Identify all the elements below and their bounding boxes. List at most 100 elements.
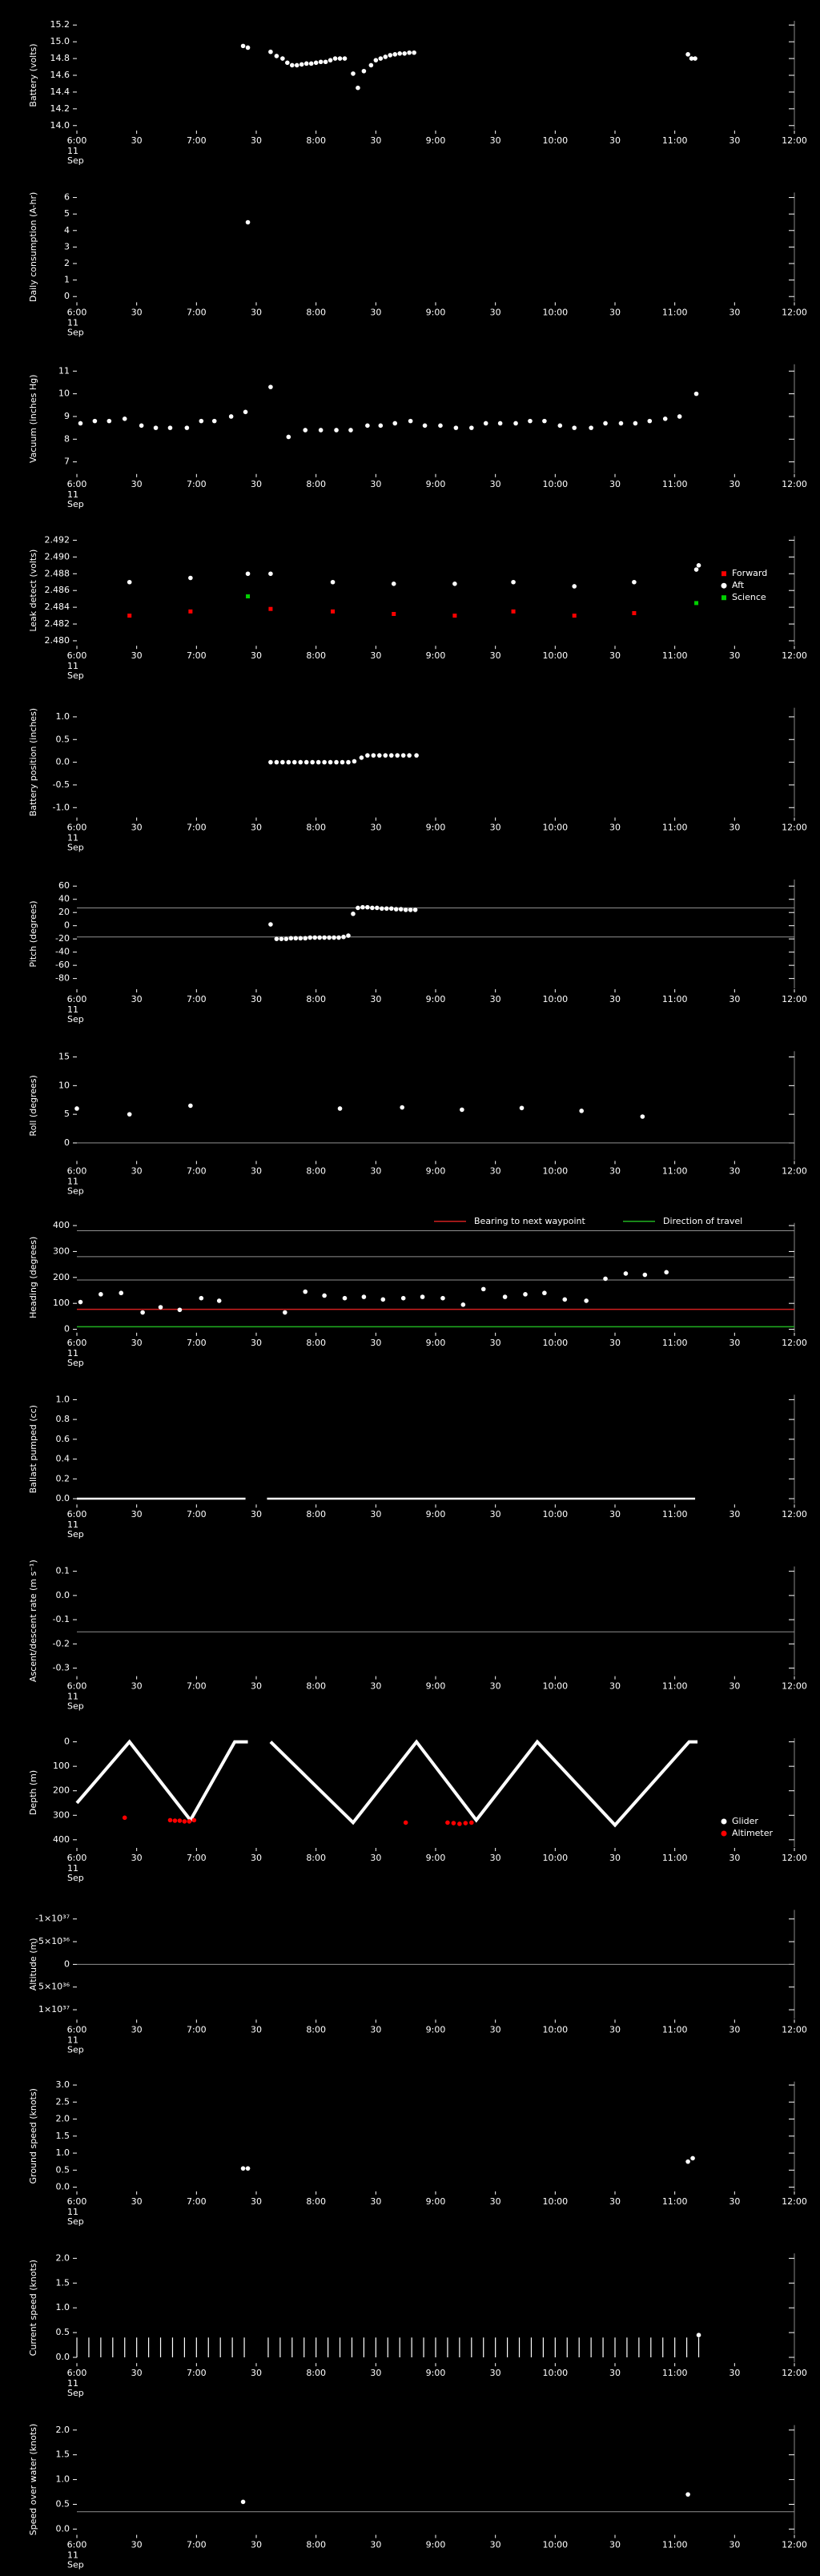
x-tick-label: 9:00 (426, 1853, 446, 1863)
data-point (497, 421, 503, 426)
data-point (623, 1271, 629, 1276)
y-axis-label: Battery (volts) (28, 43, 38, 107)
legend-label: Forward (732, 568, 767, 578)
y-tick-label: 0.1 (56, 1566, 70, 1576)
data-point (378, 56, 384, 61)
x-tick-label: 7:00 (187, 135, 207, 146)
y-axis-label: Ballast pumped (cc) (28, 1405, 38, 1493)
x-tick-label: 30 (251, 823, 262, 833)
data-point (328, 58, 333, 62)
data-point (337, 1106, 343, 1111)
x-tick-label: 11:00 (662, 1509, 688, 1519)
y-tick-label: 11 (58, 365, 70, 376)
data-point (420, 1294, 425, 1299)
y-tick-label: 10 (58, 1080, 70, 1090)
x-tick-label: 30 (490, 1853, 501, 1863)
data-point (370, 905, 375, 911)
x-tick-label: 9:00 (426, 994, 446, 1004)
x-tick-label: 30 (370, 1165, 381, 1176)
data-point (690, 2155, 695, 2161)
data-point (579, 1109, 584, 1113)
y-tick-label: 400 (53, 1220, 70, 1230)
data-point (199, 418, 204, 424)
x-tick-label: 6:00 (67, 1165, 87, 1176)
data-point (158, 1305, 163, 1310)
x-tick-label: 30 (370, 1853, 381, 1863)
data-point (694, 601, 699, 606)
data-point (246, 594, 251, 599)
x-tick-label: 30 (490, 994, 501, 1004)
x-tick-label: 12:00 (782, 479, 807, 489)
x-tick-label: 30 (729, 2196, 740, 2207)
data-point (153, 425, 159, 430)
data-point (191, 1817, 197, 1823)
y-tick-label: 14.8 (50, 53, 70, 63)
data-point (328, 759, 333, 765)
x-tick-label: 8:00 (306, 1509, 326, 1519)
x-date-label: 11 (67, 1692, 78, 1702)
x-tick-label: 30 (490, 650, 501, 661)
x-tick-label: 7:00 (187, 2368, 207, 2378)
data-point (642, 1272, 648, 1278)
x-tick-label: 11:00 (662, 650, 688, 661)
y-tick-label: 9 (64, 411, 70, 421)
data-point (662, 417, 668, 421)
y-tick-label: 1.5 (56, 2131, 70, 2141)
data-point (177, 1818, 183, 1823)
data-point (511, 609, 516, 614)
x-tick-label: 30 (729, 1338, 740, 1348)
x-tick-label: 12:00 (782, 2024, 807, 2035)
x-tick-label: 30 (131, 2196, 143, 2207)
data-point (342, 1295, 348, 1301)
data-point (380, 1297, 386, 1302)
x-date-label: Sep (67, 1529, 84, 1540)
data-point (572, 584, 577, 589)
x-date-label: 11 (67, 661, 78, 671)
x-tick-label: 30 (251, 307, 262, 317)
data-point (452, 614, 457, 618)
y-tick-label: 2.482 (45, 618, 70, 629)
y-tick-label: 2.484 (45, 602, 70, 612)
data-point (502, 1294, 508, 1299)
x-tick-label: 9:00 (426, 2024, 446, 2035)
data-point (677, 414, 682, 419)
data-point (177, 1307, 183, 1313)
x-date-label: Sep (67, 2044, 84, 2055)
data-point (378, 423, 384, 429)
data-point (412, 908, 418, 912)
y-tick-label: 300 (53, 1246, 70, 1256)
data-point (391, 582, 396, 586)
x-tick-label: 9:00 (426, 1165, 446, 1176)
data-point (365, 904, 370, 910)
x-tick-label: 6:00 (67, 2540, 87, 2550)
y-axis-label: Daily consumption (A-hr) (28, 192, 38, 302)
data-point (460, 1302, 466, 1307)
x-tick-label: 30 (251, 2540, 262, 2550)
data-point (388, 906, 394, 912)
data-line (75, 1739, 248, 1823)
data-point (78, 421, 83, 426)
x-tick-label: 30 (729, 823, 740, 833)
data-point (313, 60, 319, 66)
y-tick-label: 1.0 (56, 2147, 70, 2158)
data-point (341, 934, 346, 940)
x-tick-label: 10:00 (542, 994, 568, 1004)
x-tick-label: 30 (251, 1853, 262, 1863)
y-tick-label: 3 (64, 241, 70, 252)
x-tick-label: 7:00 (187, 479, 207, 489)
y-tick-label: 300 (53, 1809, 70, 1820)
data-point (107, 418, 112, 424)
x-tick-label: 30 (490, 1509, 501, 1519)
y-tick-label: 2.0 (56, 2252, 70, 2263)
data-point (519, 1105, 525, 1111)
data-point (397, 51, 403, 56)
y-tick-label: 0.0 (56, 1590, 70, 1600)
y-tick-label: 2.0 (56, 2425, 70, 2435)
data-point (285, 60, 290, 66)
x-tick-label: 10:00 (542, 307, 568, 317)
y-tick-label: 0.5 (56, 734, 70, 744)
data-point (395, 753, 400, 758)
x-tick-label: 30 (609, 650, 621, 661)
x-tick-label: 8:00 (306, 2368, 326, 2378)
x-tick-label: 7:00 (187, 307, 207, 317)
